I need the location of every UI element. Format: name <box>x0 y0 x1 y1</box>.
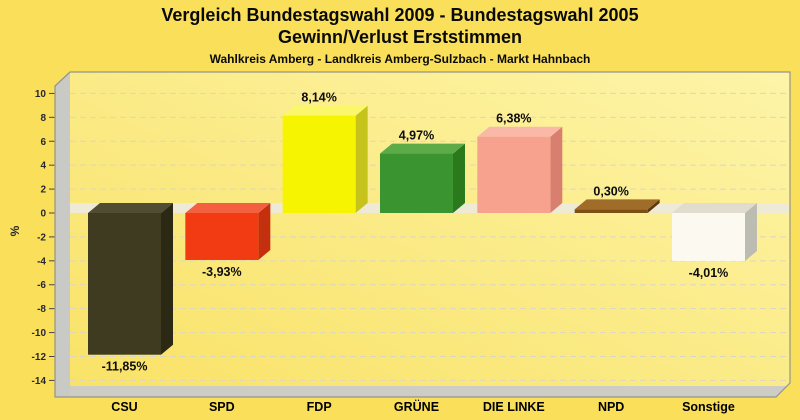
y-tick-label-4: 4 <box>40 161 46 172</box>
x-axis-labels: CSU SPD FDP GRÜNE DIE LINKE NPD Sonstige <box>111 399 735 414</box>
category-label-gruene: GRÜNE <box>394 399 439 414</box>
bar-right-face <box>258 203 271 260</box>
value-label-spd: -3,93% <box>202 265 242 279</box>
bar-die-linke: 6,38% <box>477 112 563 213</box>
bar-csu: -11,85% <box>88 203 173 374</box>
bar-front-face <box>282 115 356 213</box>
chart-title-line1: Vergleich Bundestagswahl 2009 - Bundesta… <box>161 5 639 25</box>
y-axis: -14 -12 -10 -8 -6 -4 -2 0 2 4 6 8 10 <box>32 89 55 387</box>
plot-border <box>54 71 791 398</box>
y-tick-label-10: 10 <box>35 89 47 100</box>
chart-title-line2: Gewinn/Verlust Erststimmen <box>277 27 523 47</box>
bar-top-face <box>574 199 660 210</box>
bar-right-face <box>744 203 757 261</box>
bar-sonstige: -4,01% <box>671 203 757 280</box>
category-label-spd: SPD <box>209 400 235 414</box>
value-label-fdp: 8,14% <box>301 91 336 105</box>
y-tick-label--6: -6 <box>37 280 46 291</box>
y-axis-title: % <box>8 225 22 236</box>
y-tick-label--2: -2 <box>37 232 46 243</box>
bar-top-face <box>282 105 368 116</box>
y-tick-label-6: 6 <box>40 137 46 148</box>
value-label-csu: -11,85% <box>102 360 148 374</box>
value-label-gruene: 4,97% <box>399 129 434 143</box>
y-tick-label--10: -10 <box>32 328 47 339</box>
bar-front-face <box>671 213 745 261</box>
chart-subtitle: Wahlkreis Amberg - Landkreis Amberg-Sulz… <box>209 52 591 66</box>
bar-top-face <box>88 203 173 213</box>
category-label-die-linke: DIE LINKE <box>483 400 545 414</box>
y-tick-label--12: -12 <box>32 352 47 363</box>
bar-front-face <box>185 213 259 260</box>
bar-right-face <box>550 126 563 213</box>
bar-top-face <box>671 203 757 213</box>
y-tick-label--4: -4 <box>37 256 46 267</box>
bar-gruene: 4,97% <box>379 129 465 213</box>
value-label-die-linke: 6,38% <box>496 112 531 126</box>
bar-right-face <box>161 203 173 355</box>
bar-front-face <box>379 153 453 213</box>
y-tick-label-2: 2 <box>40 185 46 196</box>
category-label-sonstige: Sonstige <box>682 400 735 414</box>
bar-npd: 0,30% <box>574 184 660 213</box>
category-label-npd: NPD <box>598 400 624 414</box>
bar-right-face <box>647 199 660 213</box>
y-tick-label-0: 0 <box>40 209 46 220</box>
category-label-fdp: FDP <box>307 400 332 414</box>
plot-left-wall <box>55 72 70 397</box>
plot-floor <box>70 386 787 397</box>
value-label-sonstige: -4,01% <box>689 266 729 280</box>
gridlines <box>70 92 790 381</box>
y-tick-label--14: -14 <box>32 376 47 387</box>
y-tick-label-8: 8 <box>40 113 46 124</box>
bar-right-face <box>452 143 465 213</box>
bar-top-face <box>379 143 465 154</box>
bar-spd: -3,93% <box>185 203 271 279</box>
bar-top-face <box>185 203 271 213</box>
plot-interior <box>70 72 790 397</box>
bar-right-face <box>355 105 368 213</box>
bar-fdp: 8,14% <box>282 91 368 213</box>
y-tick-label--8: -8 <box>37 304 46 315</box>
chart-header: Vergleich Bundestagswahl 2009 - Bundesta… <box>0 4 800 67</box>
bar-top-face <box>477 126 563 137</box>
value-label-npd: 0,30% <box>593 184 628 198</box>
bar-front-face <box>477 136 551 213</box>
bar-front-face <box>88 213 161 355</box>
bar-front-face <box>574 209 648 213</box>
category-label-csu: CSU <box>111 400 137 414</box>
